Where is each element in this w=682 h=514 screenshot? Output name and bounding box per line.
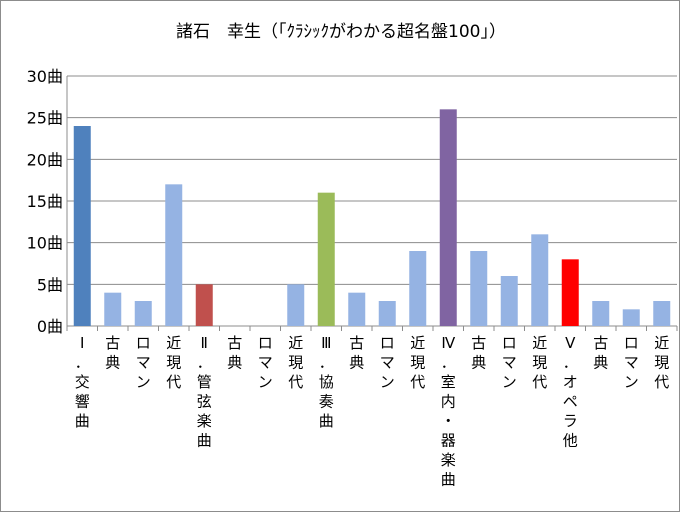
y-tick-label: 5曲 xyxy=(37,275,63,294)
bar xyxy=(287,284,305,326)
bar xyxy=(531,234,549,326)
bar xyxy=(561,259,579,326)
bar xyxy=(470,251,488,326)
x-tick-label: Ⅴ ．オペラ他 xyxy=(563,334,578,450)
x-tick-label: ロマン xyxy=(624,334,639,391)
bar xyxy=(317,192,335,326)
x-tick-label: 古典 xyxy=(105,334,120,372)
y-tick-label: 20曲 xyxy=(27,150,63,169)
bar xyxy=(73,126,91,326)
bar xyxy=(409,251,427,326)
bar xyxy=(134,301,152,326)
bar xyxy=(348,292,366,326)
x-tick-label: Ⅱ ．管弦楽曲 xyxy=(197,334,212,450)
bar xyxy=(500,276,518,326)
x-tick-label: 古典 xyxy=(227,334,242,372)
bar xyxy=(622,309,640,326)
bar xyxy=(195,284,213,326)
x-tick-label: 近現代 xyxy=(166,334,181,391)
bar xyxy=(439,109,457,326)
y-tick-label: 10曲 xyxy=(27,234,63,253)
x-tick-label: ロマン xyxy=(136,334,151,391)
x-tick-label: 近現代 xyxy=(654,334,669,391)
x-tick-label: ロマン xyxy=(380,334,395,391)
x-tick-label: 近現代 xyxy=(288,334,303,391)
x-tick-label: ロマン xyxy=(502,334,517,391)
x-tick-label: 近現代 xyxy=(532,334,547,391)
x-tick-label: 古典 xyxy=(349,334,364,372)
x-tick-label: Ⅳ ．室内・器楽曲 xyxy=(441,334,456,489)
bar xyxy=(165,184,183,326)
x-tick-label: 古典 xyxy=(593,334,608,372)
bar xyxy=(592,301,610,326)
x-tick-label: 古典 xyxy=(471,334,486,372)
x-tick-label: Ⅰ ．交響曲 xyxy=(75,334,90,430)
y-tick-label: 15曲 xyxy=(27,192,63,211)
y-tick-label: 0曲 xyxy=(37,317,63,336)
y-tick-label: 25曲 xyxy=(27,109,63,128)
bar xyxy=(378,301,396,326)
chart-title: 諸石 幸生（「ｸﾗｼｯｸがわかる超名盤100」） xyxy=(176,22,506,42)
bar xyxy=(104,292,122,326)
bar xyxy=(653,301,671,326)
x-tick-label: 近現代 xyxy=(410,334,425,391)
x-tick-label: ロマン xyxy=(258,334,273,391)
x-tick-label: Ⅲ ．協奏曲 xyxy=(319,334,334,430)
y-tick-label: 30曲 xyxy=(27,67,63,86)
